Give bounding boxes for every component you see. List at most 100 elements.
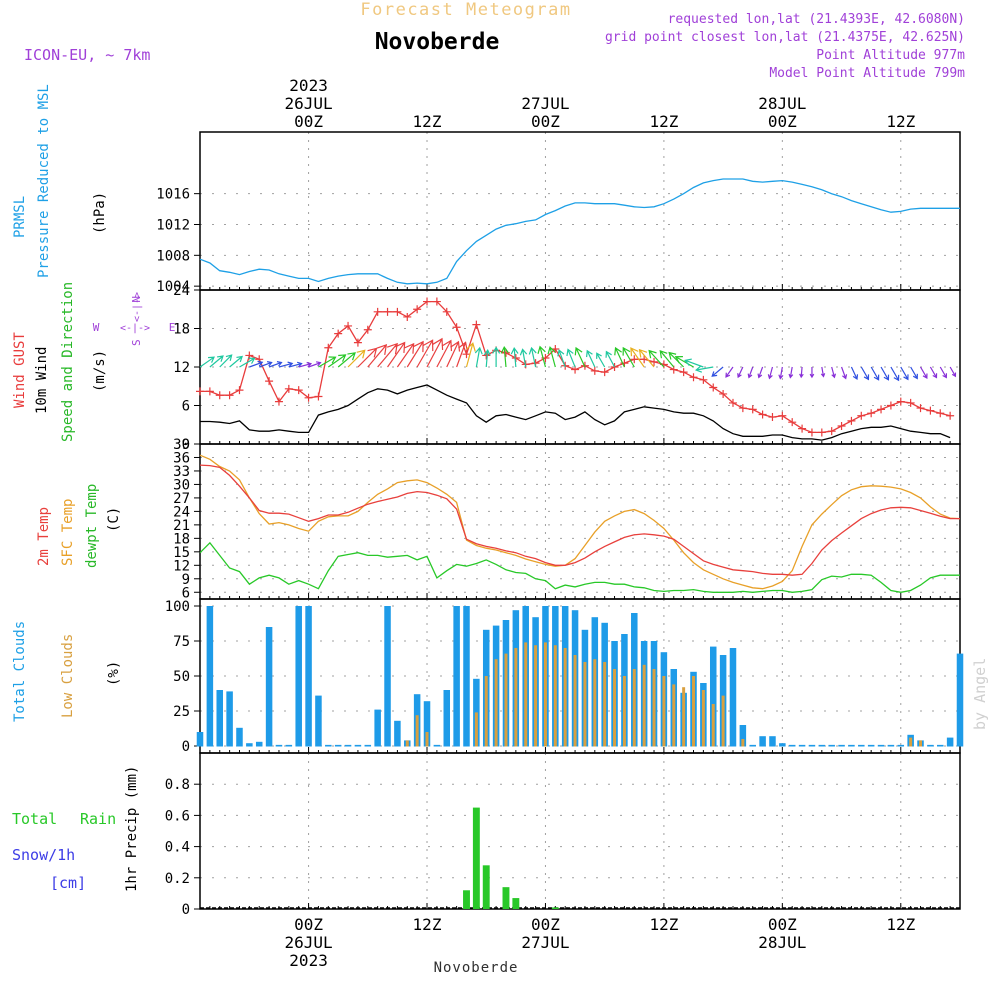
wind-arrow	[668, 351, 685, 368]
wind-arrow	[465, 342, 476, 368]
model-label: ICON-EU, ~ 7km	[24, 46, 150, 64]
total-cloud-bar	[937, 744, 944, 747]
temperature-labels: 2m Temp SFC Temp dewpt Temp (C)	[36, 484, 122, 568]
wind-arrow	[537, 345, 547, 368]
y-tick-label: 100	[165, 599, 190, 615]
low-cloud-bar	[543, 642, 547, 747]
bottom-time-label: 26JUL	[284, 933, 332, 952]
bottom-time-label: 12Z	[413, 915, 442, 934]
gust-point	[886, 401, 895, 410]
low-cloud-bar	[425, 732, 429, 747]
bottom-time-label: 2023	[289, 951, 328, 970]
model-point-altitude: Model Point Altitude 799m	[769, 66, 965, 81]
low-cloud-bar	[632, 669, 636, 747]
total-cloud-bar	[334, 744, 342, 747]
low-cloud-bar	[672, 684, 676, 747]
wind-arrow	[586, 349, 596, 368]
y-tick-label: 1004	[156, 279, 190, 295]
gust-point	[758, 410, 767, 419]
y-tick-label: 39	[173, 437, 190, 453]
gust-point	[314, 392, 323, 401]
wind-arrow	[510, 346, 519, 368]
total-cloud-bar	[808, 744, 816, 747]
total-cloud-bar	[423, 701, 431, 747]
total-cloud-bar	[344, 744, 352, 747]
y-tick-label: 0	[182, 739, 190, 755]
wind-arrow	[337, 352, 356, 368]
top-time-label: 26JUL	[284, 94, 332, 113]
y-tick-label: 12	[173, 360, 190, 376]
y-tick-label: 0	[182, 437, 190, 453]
gust-point	[274, 397, 283, 406]
low-cloud-bar	[524, 642, 528, 747]
gust-point	[719, 389, 728, 398]
gust-point	[196, 387, 204, 396]
total-cloud-bar	[818, 744, 826, 747]
wind-arrow	[614, 346, 625, 368]
wind-arrow	[638, 348, 655, 368]
y-tick-label: 0.8	[165, 777, 190, 793]
wind-arrow	[574, 346, 586, 368]
y-tick-label: 30	[173, 477, 190, 493]
wind-arrow	[396, 342, 415, 368]
wind-arrow	[387, 341, 406, 368]
pressure-labels: PRMSL Pressure Reduced to MSL (hPa)	[12, 84, 108, 278]
total-cloud-bar	[246, 743, 253, 747]
compass-south: S	[130, 339, 143, 346]
total-cloud-bar	[887, 744, 895, 747]
low-cloud-bar	[563, 648, 567, 747]
gust-point	[650, 357, 659, 366]
panel-frame	[199, 752, 961, 910]
gust-point	[334, 329, 343, 338]
wind-arrow	[557, 349, 566, 368]
low-cloud-bar	[603, 662, 607, 747]
y-tick-label: 33	[173, 464, 190, 480]
gust-point	[798, 424, 807, 433]
rain-bar	[551, 907, 559, 909]
wind-arrow	[483, 349, 491, 368]
gust-point	[363, 325, 372, 334]
y-tick-label: 27	[173, 491, 190, 507]
gust-point	[452, 323, 461, 332]
wind-labels: Wind GUST 10m Wind Speed and Direction (…	[12, 282, 175, 442]
wind-arrow	[860, 366, 870, 381]
top-time-label: 12Z	[649, 112, 678, 131]
gust-point	[896, 397, 905, 406]
wind-arrow	[820, 366, 826, 378]
bottom-time-label: 12Z	[886, 915, 915, 934]
gust-point	[847, 416, 856, 425]
location-title: Novoberde	[375, 29, 500, 55]
wind-arrow	[711, 366, 724, 377]
rain-bar	[512, 898, 520, 909]
wind-arrow	[406, 340, 424, 368]
wind-arrow	[919, 366, 928, 379]
low-cloud-bar	[494, 659, 498, 747]
bottom-time-label: 00Z	[294, 915, 323, 934]
wind-arrow	[630, 347, 645, 368]
rain-bar	[502, 887, 510, 909]
low-cloud-bar	[474, 712, 478, 747]
gust-point	[857, 411, 866, 420]
gust-point	[926, 406, 935, 415]
wind-arrow	[725, 366, 734, 378]
total-clouds-label: Total Clouds	[12, 621, 28, 722]
gust-point	[788, 418, 797, 427]
total-cloud-bar	[285, 744, 293, 747]
wind-arrow	[436, 339, 453, 368]
wind-arrow	[900, 366, 909, 381]
total-cloud-bar	[226, 691, 233, 747]
bottom-time-label: 00Z	[531, 915, 560, 934]
dewpoint-line	[199, 541, 960, 593]
total-cloud-bar	[927, 744, 934, 747]
requested-point: requested lon,lat (21.4393E, 42.6080N)	[668, 12, 965, 27]
precip-labels: Total Rain Snow/1h [cm] 1hr Precip (mm)	[12, 766, 140, 892]
wind-arrow	[318, 356, 337, 368]
low-cloud-bar	[701, 690, 705, 747]
total-cloud-bar	[325, 744, 332, 747]
gust-point	[738, 404, 747, 413]
bottom-time-label: 27JUL	[521, 933, 569, 952]
gust-point	[432, 297, 441, 306]
pressure-panel: 1004 1008 1012 1016	[156, 131, 961, 295]
gust-point	[827, 427, 836, 436]
